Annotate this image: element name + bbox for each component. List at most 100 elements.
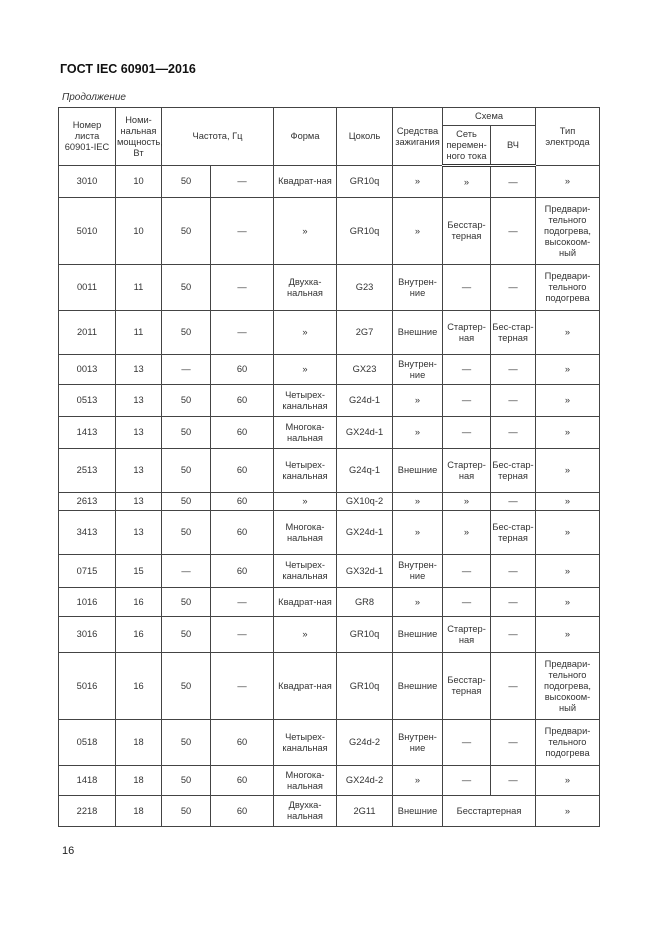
cell-ac-mains: —: [442, 384, 492, 417]
cell-base: GX10q-2: [336, 492, 394, 511]
cell-freq-60: —: [209, 165, 275, 198]
col-header-sheet: Номер листа 60901-IEC: [58, 107, 116, 166]
cell-freq-60: 60: [209, 492, 275, 511]
col-header-ignition: Средства зажигания: [392, 107, 444, 166]
cell-freq-60: 60: [209, 384, 275, 417]
cell-base: 2G11: [336, 795, 394, 827]
cell-ac-mains: —: [442, 416, 492, 449]
cell-electrode: »: [535, 587, 601, 617]
cell-power: 10: [115, 197, 162, 265]
cell-ignition: »: [392, 587, 444, 617]
table-row: 0013 13—60» GX23 Внутрен-ние — —»: [58, 354, 601, 385]
cell-freq-60: —: [209, 264, 275, 311]
table-row: 0011 11 50— Двухка-нальная G23 Внутрен-ние — — П…: [58, 264, 601, 311]
cell-sheet: 5016: [58, 652, 116, 720]
cell-freq-50: 50: [161, 652, 211, 720]
cell-shape: »: [273, 616, 338, 653]
cell-shape: Квадрат-ная: [273, 652, 338, 720]
cell-shape: Многока-нальная: [273, 765, 338, 796]
cell-ignition: Внешние: [392, 652, 444, 720]
cell-hf: Бес-стар-терная: [490, 510, 537, 555]
cell-power: 18: [115, 765, 162, 796]
cell-ac-mains: »: [442, 510, 492, 555]
table-row: 2011 11 50—» 2G7 Внешние Стартер-ная Бес-стар-…: [58, 310, 601, 355]
cell-hf: —: [490, 719, 537, 766]
cell-shape: Четырех-канальная: [273, 554, 338, 588]
cell-ignition: Внутрен-ние: [392, 264, 444, 311]
cell-ac-mains: —: [442, 264, 492, 311]
cell-freq-60: —: [209, 587, 275, 617]
cell-shape: Квадрат-ная: [273, 587, 338, 617]
cell-freq-50: 50: [161, 165, 211, 198]
cell-shape: Четырех-канальная: [273, 384, 338, 417]
table-row: 0715 15—60 Четырех-канальная GX32d-1 Внутрен…: [58, 554, 601, 588]
cell-freq-50: 50: [161, 384, 211, 417]
cell-ignition: »: [392, 765, 444, 796]
cell-power: 16: [115, 587, 162, 617]
cell-electrode: »: [535, 510, 601, 555]
cell-base: G24q-1: [336, 448, 394, 493]
col-header-frequency: Частота, Гц: [160, 107, 275, 166]
cell-freq-60: 60: [209, 765, 275, 796]
cell-power: 13: [115, 384, 162, 417]
cell-ac-mains: »: [442, 492, 492, 511]
cell-electrode: »: [535, 416, 601, 449]
cell-ac-mains: —: [442, 354, 492, 385]
cell-ignition: »: [392, 384, 444, 417]
document-title: ГОСТ IEC 60901—2016: [60, 62, 196, 76]
cell-power: 16: [115, 616, 162, 653]
cell-base: GR10q: [336, 165, 394, 198]
cell-sheet: 0513: [58, 384, 116, 417]
cell-sheet: 3413: [58, 510, 116, 555]
cell-power: 13: [115, 354, 162, 385]
table-row: 3413 13 50 60 Многока-нальная GX24d-1»» Бес-ст…: [58, 510, 601, 555]
cell-hf: —: [490, 554, 537, 588]
cell-shape: Квадрат-ная: [273, 165, 338, 198]
cell-power: 18: [115, 795, 162, 827]
cell-freq-50: —: [161, 354, 211, 385]
cell-freq-60: 60: [209, 795, 275, 827]
cell-shape: Четырех-канальная: [273, 448, 338, 493]
cell-shape: »: [273, 197, 338, 265]
table-row: 0518 18 50 60 Четырех-канальная G24d-2 Внутрен…: [58, 719, 601, 766]
cell-sheet: 2613: [58, 492, 116, 511]
cell-freq-60: 60: [209, 554, 275, 588]
table-row: 5016 16 50— Квадрат-ная GR10q Внешние Бесстар-…: [58, 652, 601, 720]
cell-base: G23: [336, 264, 394, 311]
cell-base: GX24d-1: [336, 510, 394, 555]
cell-electrode: Предвари-тельного подогрева: [535, 719, 601, 766]
cell-electrode: Предвари-тельного подогрева: [535, 264, 601, 311]
cell-hf: —: [490, 587, 537, 617]
cell-base: GR10q: [336, 616, 394, 653]
cell-freq-60: 60: [209, 354, 275, 385]
cell-freq-50: 50: [161, 616, 211, 653]
cell-freq-60: —: [209, 310, 275, 355]
cell-power: 16: [115, 652, 162, 720]
cell-freq-50: 50: [161, 310, 211, 355]
cell-freq-60: 60: [209, 510, 275, 555]
cell-shape: Четырех-канальная: [273, 719, 338, 766]
cell-electrode: »: [535, 448, 601, 493]
cell-hf: —: [490, 492, 537, 511]
cell-ignition: »: [392, 165, 444, 198]
cell-ac-mains: Стартер-ная: [442, 616, 492, 653]
cell-ignition: Внешние: [392, 795, 444, 827]
cell-freq-50: 50: [161, 587, 211, 617]
cell-hf: Бес-стар-терная: [490, 448, 537, 493]
cell-shape: Многока-нальная: [273, 416, 338, 449]
cell-ignition: Внешние: [392, 616, 444, 653]
cell-electrode: »: [535, 795, 601, 827]
cell-power: 13: [115, 492, 162, 511]
cell-power: 11: [115, 310, 162, 355]
cell-hf: —: [490, 416, 537, 449]
cell-freq-50: 50: [161, 765, 211, 796]
cell-ignition: Внутрен-ние: [392, 719, 444, 766]
cell-power: 18: [115, 719, 162, 766]
cell-ac-mains: —: [442, 554, 492, 588]
cell-sheet: 3016: [58, 616, 116, 653]
col-header-shape: Форма: [273, 107, 338, 166]
table-row: 1413 13 50 60 Многока-нальная GX24d-1» — —»: [58, 416, 601, 449]
cell-shape: »: [273, 354, 338, 385]
table-row: 2513 13 50 60 Четырех-канальная G24q-1 Внешние…: [58, 448, 601, 493]
cell-base: GX32d-1: [336, 554, 394, 588]
